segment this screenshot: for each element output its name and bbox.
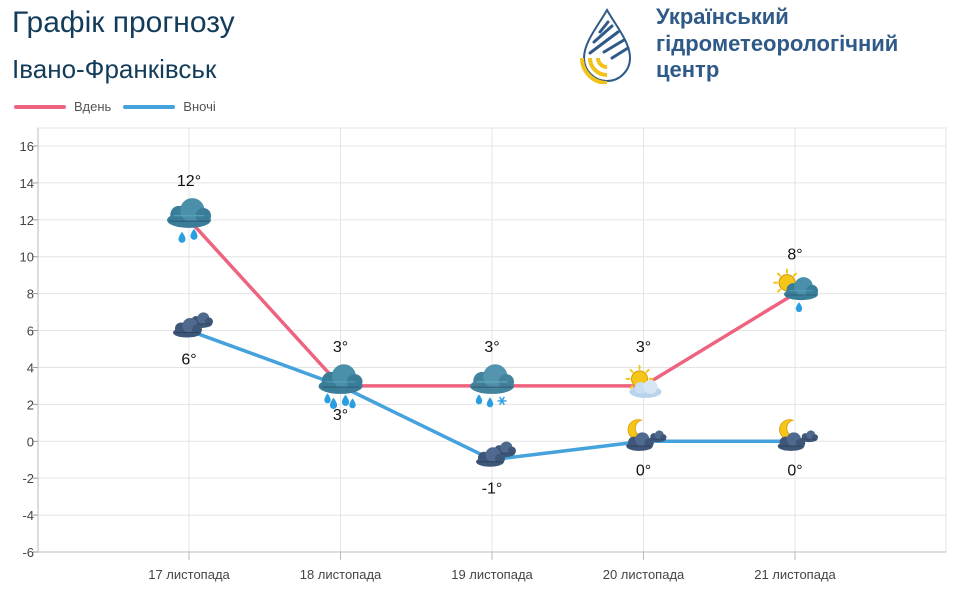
logo-line-1: Український: [656, 4, 789, 29]
legend-day-swatch: [14, 104, 66, 109]
moon-cloud-icon: [625, 419, 667, 452]
y-tick-label: -4: [22, 508, 34, 523]
day-temp-label: 8°: [787, 247, 802, 264]
sun-rain-cloud-icon: [773, 268, 819, 313]
y-axis: 16 14 12 10 8 6 4 2 0 -2 -4 -6: [20, 128, 39, 560]
logo-line-2: гідрометеорологічний: [656, 30, 899, 56]
clouds-icon: [475, 441, 517, 468]
y-tick-label: 10: [20, 250, 34, 265]
logo-line-3: центр: [656, 57, 720, 82]
y-tick-label: 14: [20, 176, 34, 191]
x-tick-label: 20 листопада: [603, 567, 685, 582]
night-temp-label: 6°: [181, 352, 196, 369]
x-tick-label: 18 листопада: [300, 567, 382, 582]
data-labels: 12° 3° 3° 3° 8° 6° 3° -1° 0° 0°: [177, 173, 803, 498]
day-temp-label: 12°: [177, 173, 201, 190]
logo-drop-icon: [580, 8, 632, 84]
night-temp-label: 3°: [333, 407, 348, 424]
clouds-icon: [172, 311, 214, 339]
day-temp-label: 3°: [333, 339, 348, 356]
y-tick-label: 0: [27, 434, 34, 449]
y-tick-label: 6: [27, 324, 34, 339]
legend-night-swatch: [123, 104, 176, 109]
y-tick-label: -2: [22, 471, 34, 486]
day-temp-label: 3°: [484, 339, 499, 356]
city-name: Івано-Франківськ: [12, 54, 217, 84]
y-tick-label: 12: [20, 213, 34, 228]
night-temp-label: -1°: [482, 481, 503, 498]
y-tick-label: 8: [27, 287, 34, 302]
x-tick-label: 17 листопада: [148, 567, 230, 582]
night-temp-label: 0°: [636, 462, 651, 479]
x-axis: 17 листопада 18 листопада 19 листопада 20 л…: [38, 551, 946, 582]
legend-night-label: Вночі: [183, 99, 216, 114]
moon-cloud-icon: [777, 419, 819, 452]
legend-night[interactable]: Вночі: [123, 99, 216, 114]
night-temp-label: 0°: [787, 462, 802, 479]
legend-day[interactable]: Вдень: [14, 99, 111, 114]
day-temp-label: 3°: [636, 339, 651, 356]
y-tick-label: 16: [20, 139, 34, 154]
sleet-cloud-icon: [469, 363, 515, 408]
page-title: Графік прогнозу: [12, 6, 235, 39]
x-tick-label: 19 листопада: [451, 567, 533, 582]
y-tick-label: 4: [27, 360, 34, 375]
y-tick-label: 2: [27, 397, 34, 412]
y-tick-label: -6: [22, 545, 34, 560]
logo-text: Український гідрометеорологічний центр: [656, 4, 898, 84]
x-tick-label: 21 листопада: [754, 567, 836, 582]
legend-day-label: Вдень: [74, 99, 112, 114]
legend: Вдень Вночі: [14, 99, 228, 114]
